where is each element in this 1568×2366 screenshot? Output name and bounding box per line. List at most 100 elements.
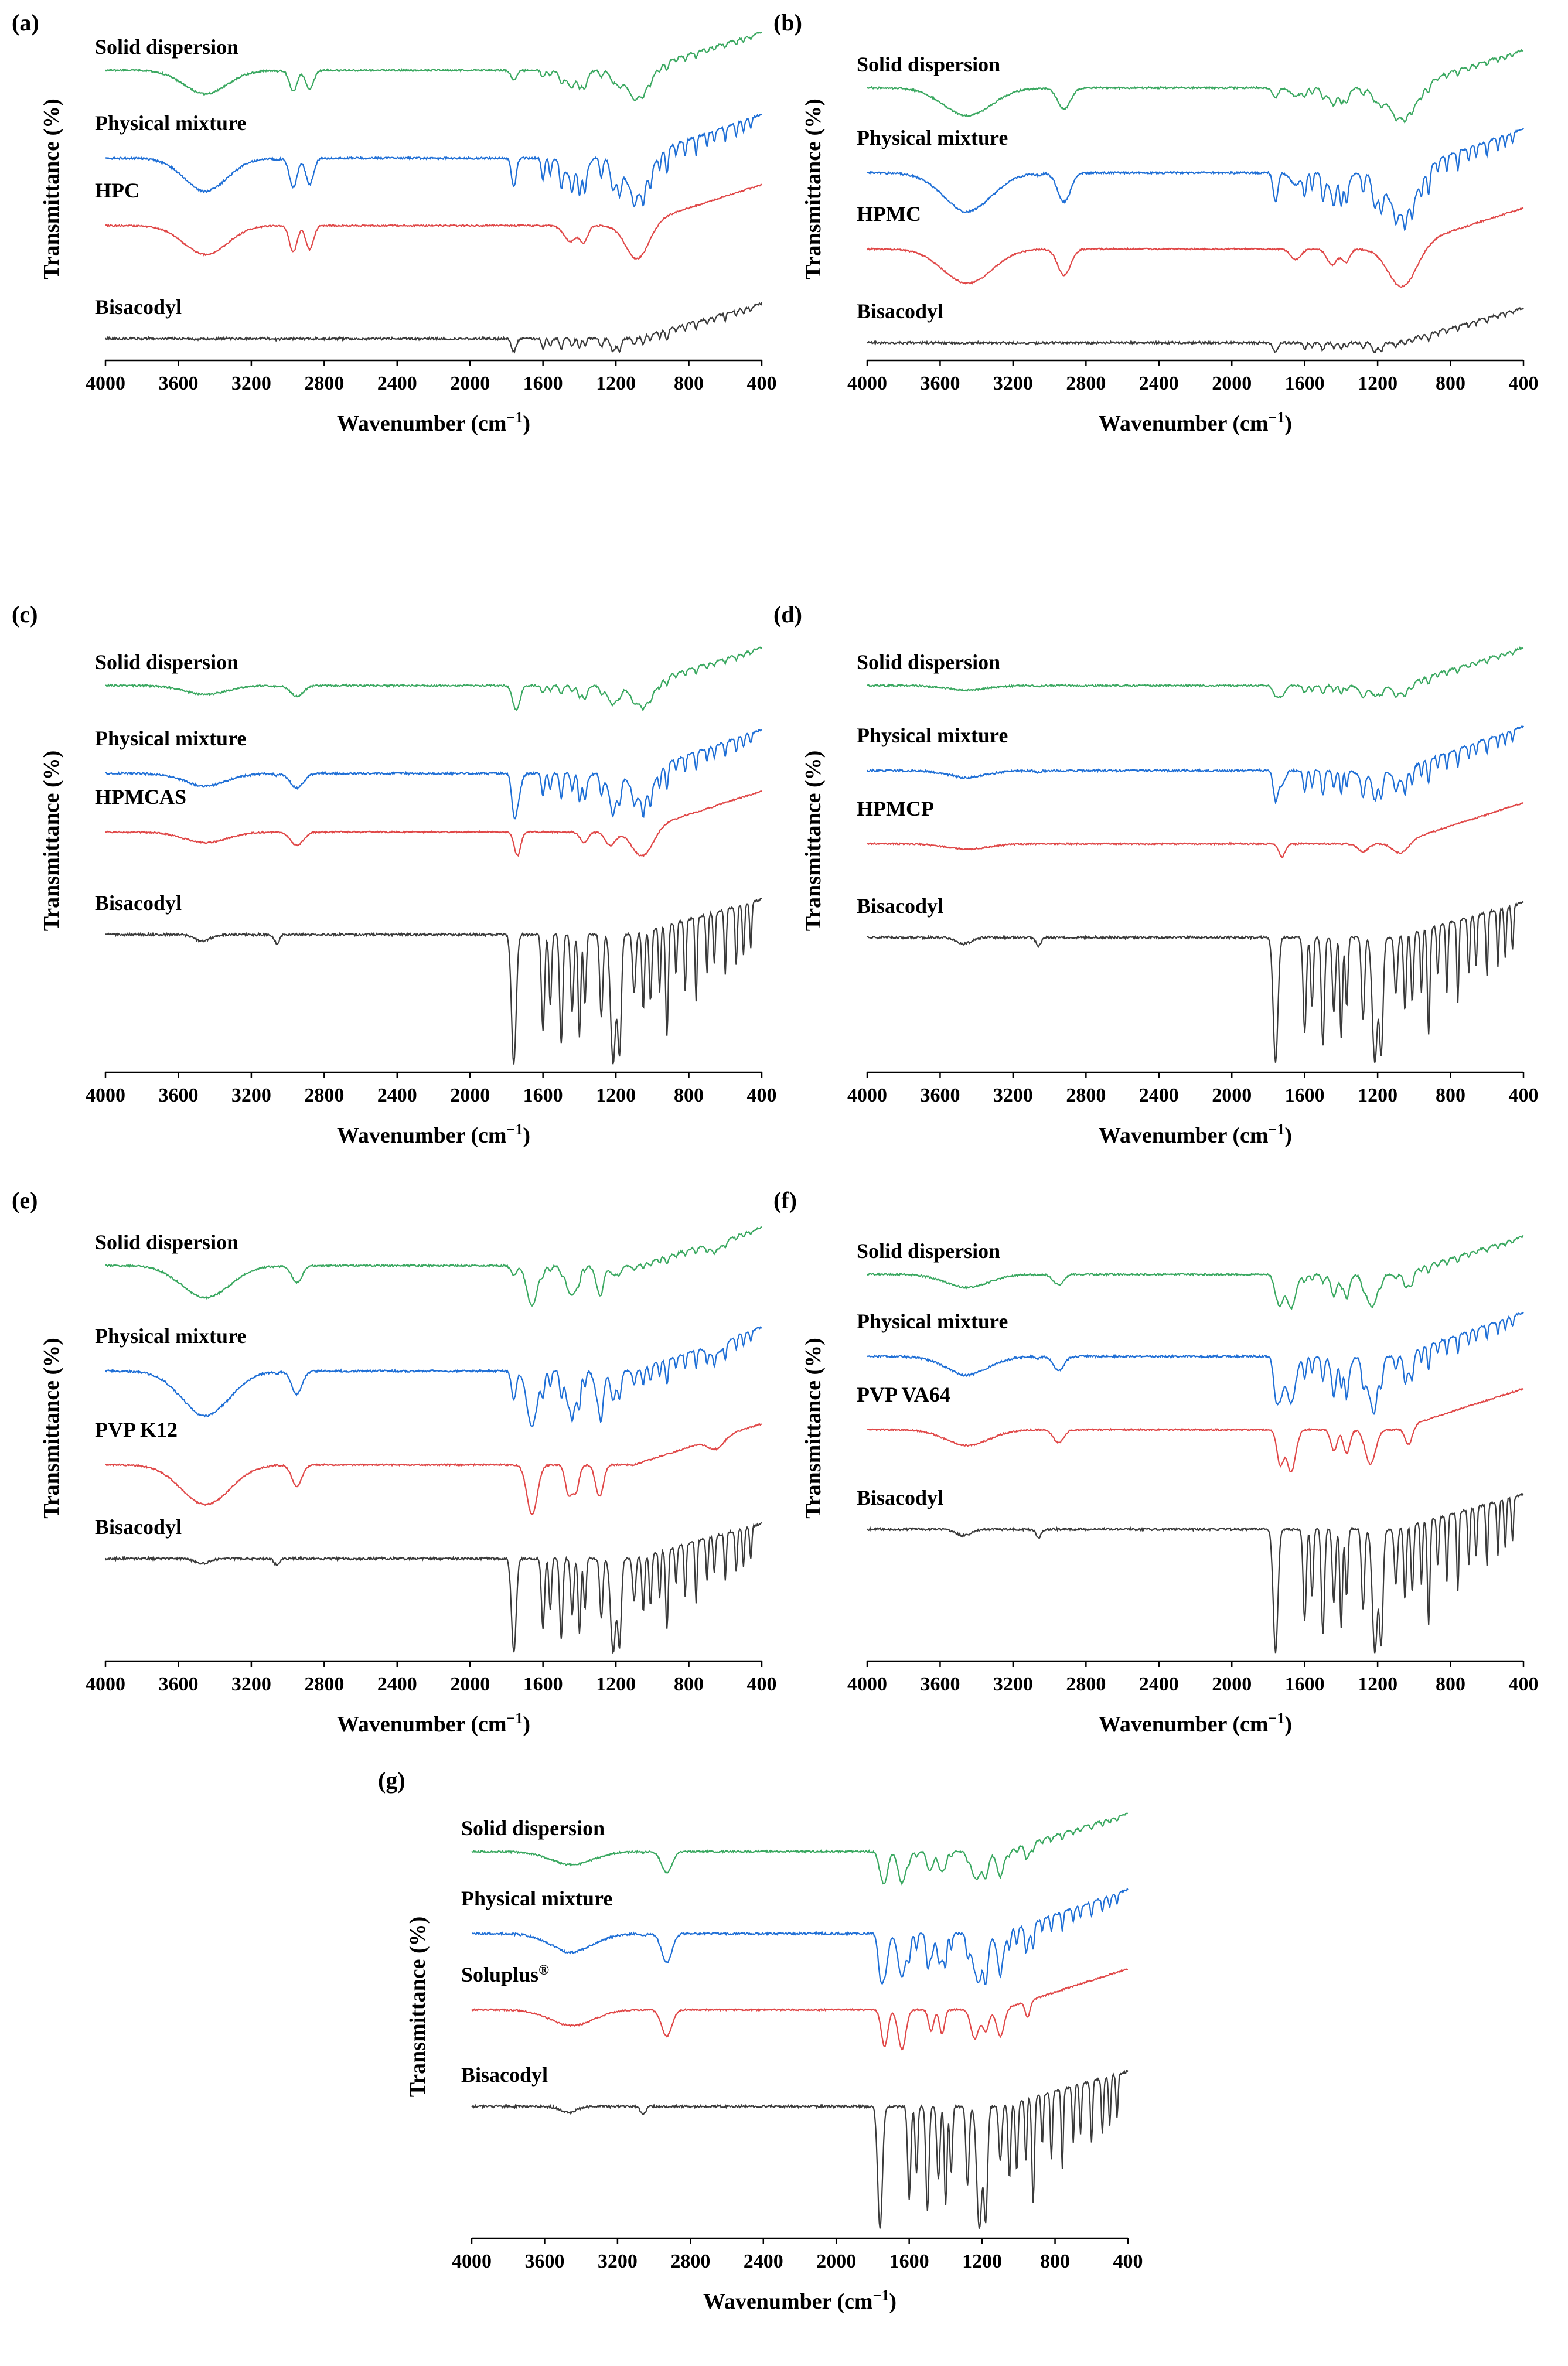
x-tick-label: 2000 <box>1212 1673 1252 1695</box>
x-axis-label: Wavenumber (cm−1) <box>337 1121 530 1148</box>
x-tick-label: 400 <box>747 373 777 394</box>
x-tick-label: 1200 <box>1358 373 1397 394</box>
series-line-bisacodyl <box>867 901 1524 1063</box>
x-tick-label: 1200 <box>962 2251 1002 2272</box>
x-tick-label: 1200 <box>596 1085 636 1106</box>
y-axis-label: Transmittance (%) <box>39 1338 64 1519</box>
series-label: PVP K12 <box>95 1418 178 1441</box>
x-tick-label: 3600 <box>524 2251 564 2272</box>
series-label: Solid dispersion <box>95 650 238 674</box>
x-tick-label: 2800 <box>1066 1085 1106 1106</box>
series-line-physical-mixture <box>867 725 1524 805</box>
series-line-bisacodyl <box>105 898 762 1065</box>
panel-f: (f) 4000 3600 3200 2800 2400 2000 1600 1200 800 40… <box>773 1187 1539 1737</box>
series-line-solid-dispersion <box>471 1812 1129 1886</box>
series-line-physical-mixture <box>867 1311 1525 1416</box>
x-tick-label: 2400 <box>1139 1085 1179 1106</box>
x-tick-label: 2000 <box>450 1085 490 1106</box>
x-tick-label: 4000 <box>452 2251 492 2272</box>
series-line-polymer <box>867 802 1524 858</box>
x-tick-label: 1600 <box>523 1085 563 1106</box>
series-line-physical-mixture <box>105 114 762 208</box>
series-line-polymer <box>105 183 762 261</box>
x-tick-label: 3600 <box>920 1085 960 1106</box>
x-tick-label: 1600 <box>1285 1085 1325 1106</box>
x-axis-label: Wavenumber (cm−1) <box>1099 1121 1292 1148</box>
panel-label: (g) <box>378 1767 405 1794</box>
y-axis-label: Transmittance (%) <box>39 98 64 279</box>
x-tick-label: 3200 <box>993 373 1033 394</box>
x-tick-label: 3200 <box>993 1085 1033 1106</box>
series-label: Bisacodyl <box>95 295 182 319</box>
series-label: HPC <box>95 179 139 202</box>
series-line-physical-mixture <box>105 729 762 820</box>
series-label: Bisacodyl <box>95 891 182 915</box>
x-axis-label: Wavenumber (cm−1) <box>1099 409 1292 436</box>
series-line-solid-dispersion <box>105 31 762 102</box>
x-tick-label: 1200 <box>596 373 636 394</box>
x-axis-label: Wavenumber (cm−1) <box>1099 1710 1292 1737</box>
series-line-solid-dispersion <box>867 49 1524 124</box>
x-tick-label: 2800 <box>670 2251 710 2272</box>
series-line-bisacodyl <box>867 1492 1524 1654</box>
series-line-polymer <box>105 790 762 857</box>
x-tick-label: 3200 <box>231 1673 271 1695</box>
series-line-solid-dispersion <box>867 1235 1524 1310</box>
x-tick-label: 4000 <box>847 1085 887 1106</box>
x-tick-label: 2800 <box>1066 373 1106 394</box>
x-tick-label: 400 <box>1509 1085 1539 1106</box>
x-tick-label: 2800 <box>1066 1673 1106 1695</box>
series-line-solid-dispersion <box>105 646 762 712</box>
x-tick-label: 400 <box>1113 2251 1143 2272</box>
series-line-polymer <box>867 207 1524 288</box>
series-label: Physical mixture <box>857 724 1008 747</box>
series-label: Bisacodyl <box>461 2063 548 2087</box>
series-label: Physical mixture <box>857 1310 1008 1333</box>
x-tick-label: 2000 <box>816 2251 856 2272</box>
series-label: HPMCAS <box>95 785 186 809</box>
x-tick-label: 3600 <box>920 1673 960 1695</box>
panel-g: (g) 4000 3600 3200 2800 2400 2000 1600 1200 800 40… <box>378 1767 1143 2314</box>
series-label: HPMC <box>857 202 921 226</box>
x-axis-label: Wavenumber (cm−1) <box>337 1710 530 1737</box>
x-tick-label: 1200 <box>596 1673 636 1695</box>
x-tick-label: 3600 <box>920 373 960 394</box>
x-tick-label: 400 <box>1509 1673 1539 1695</box>
series-label: Solid dispersion <box>857 650 1000 674</box>
series-label: PVP VA64 <box>857 1383 950 1406</box>
x-tick-label: 800 <box>1040 2251 1070 2272</box>
series-label: Bisacodyl <box>857 299 943 323</box>
x-tick-label: 1600 <box>1285 373 1325 394</box>
x-tick-label: 2400 <box>377 1085 417 1106</box>
panel-label: (b) <box>773 9 802 36</box>
x-tick-label: 800 <box>1436 373 1465 394</box>
series-label: Solid dispersion <box>857 53 1000 76</box>
x-tick-label: 400 <box>1509 373 1539 394</box>
x-tick-label: 3600 <box>158 373 198 394</box>
x-tick-label: 1600 <box>523 373 563 394</box>
series-line-bisacodyl <box>471 2069 1129 2229</box>
x-tick-label: 4000 <box>86 373 125 394</box>
x-tick-label: 2400 <box>744 2251 783 2272</box>
series-line-solid-dispersion <box>105 1226 762 1307</box>
series-label: Physical mixture <box>95 111 246 135</box>
series-label: Physical mixture <box>95 1324 246 1348</box>
panel-label: (d) <box>773 601 802 628</box>
panel-label: (e) <box>12 1187 38 1213</box>
x-tick-label: 2800 <box>304 1673 344 1695</box>
series-label: Solid dispersion <box>857 1239 1000 1263</box>
series-line-polymer <box>471 1968 1129 2051</box>
x-tick-label: 3600 <box>158 1085 198 1106</box>
series-label: Physical mixture <box>95 727 246 750</box>
panel-label: (a) <box>12 9 39 36</box>
series-line-polymer <box>867 1387 1524 1473</box>
x-tick-label: 800 <box>674 373 704 394</box>
panel-e: (e) 4000 3600 3200 2800 2400 2000 1600 1200 800 40… <box>12 1187 777 1737</box>
x-tick-label: 3200 <box>231 373 271 394</box>
x-tick-label: 4000 <box>86 1673 125 1695</box>
x-tick-label: 3200 <box>993 1673 1033 1695</box>
x-axis-label: Wavenumber (cm−1) <box>337 409 530 436</box>
y-axis-label: Transmittance (%) <box>801 751 826 932</box>
x-tick-label: 2000 <box>1212 373 1252 394</box>
series-line-physical-mixture <box>472 1887 1129 1986</box>
